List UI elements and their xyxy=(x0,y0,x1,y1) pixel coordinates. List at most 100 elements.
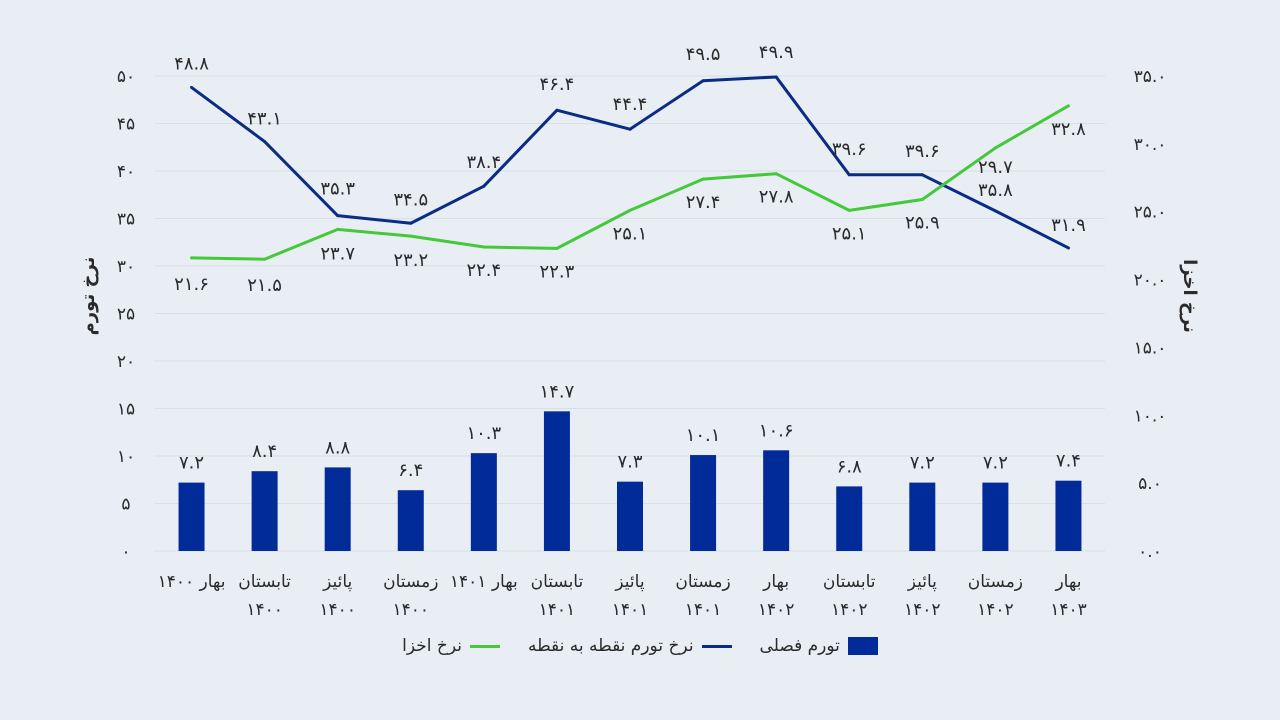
bar-data-label: ۱۰.۱ xyxy=(686,425,721,446)
line-point xyxy=(482,184,486,188)
right-tick-label: ۳۰.۰ xyxy=(1134,135,1167,155)
bar xyxy=(251,471,278,551)
category-label: ۱۴۰۰ xyxy=(393,600,430,620)
line-point xyxy=(920,173,924,177)
line-point xyxy=(336,214,340,218)
line-data-label: ۲۹.۷ xyxy=(978,157,1013,178)
line-point xyxy=(774,172,778,176)
line-point xyxy=(993,146,997,150)
line-point xyxy=(409,221,413,225)
category-label: زمستان xyxy=(383,572,438,592)
bar xyxy=(397,490,424,551)
line-point xyxy=(701,79,705,83)
legend-label-green: نرخ اخزا xyxy=(402,636,462,656)
bar xyxy=(543,411,570,551)
line-data-label: ۴۳.۱ xyxy=(247,109,282,130)
line-point xyxy=(628,208,632,212)
category-label: ۱۴۰۲ xyxy=(758,600,795,620)
line-point xyxy=(409,234,413,238)
bar xyxy=(982,482,1009,551)
category-label: پائیز xyxy=(322,572,352,592)
left-tick-label: ۴۵ xyxy=(117,115,135,135)
line-point xyxy=(1066,104,1070,108)
line-data-label: ۲۱.۶ xyxy=(174,274,209,295)
line-data-label: ۳۵.۳ xyxy=(320,179,355,200)
line-data-label: ۳۹.۶ xyxy=(905,141,940,162)
legend-swatch-bar xyxy=(847,637,878,655)
bar-data-label: ۷.۳ xyxy=(617,452,642,473)
bar xyxy=(836,486,863,551)
category-label: ۱۴۰۱ xyxy=(685,600,722,620)
category-label: پائیز xyxy=(907,572,937,592)
bar-data-label: ۱۰.۶ xyxy=(759,420,794,441)
left-tick-label: ۳۵ xyxy=(117,210,135,230)
right-tick-label: ۱۰.۰ xyxy=(1134,406,1167,426)
bar-data-label: ۶.۸ xyxy=(837,456,862,477)
line-data-label: ۲۲.۴ xyxy=(466,260,501,281)
line-point xyxy=(555,246,559,250)
left-axis-title: نرخ تورم xyxy=(78,257,99,336)
category-label: ۱۴۰۱ xyxy=(612,600,649,620)
category-label: تابستان xyxy=(238,572,291,592)
left-tick-label: ۱۵ xyxy=(117,400,135,420)
line-point xyxy=(847,173,851,177)
right-tick-label: ۳۵.۰ xyxy=(1134,67,1167,87)
right-tick-label: ۲۵.۰ xyxy=(1134,203,1167,223)
line-point xyxy=(482,245,486,249)
right-tick-label: ۵.۰ xyxy=(1138,474,1162,494)
left-tick-label: ۵۰ xyxy=(117,67,135,87)
bar xyxy=(909,482,936,551)
bar xyxy=(470,453,497,551)
bar xyxy=(324,467,351,551)
bar xyxy=(763,450,790,551)
bar-data-label: ۷.۲ xyxy=(910,453,935,474)
left-tick-label: ۲۰ xyxy=(117,352,135,372)
category-label: زمستان xyxy=(675,572,730,592)
bar xyxy=(617,481,643,551)
line-data-label: ۲۷.۸ xyxy=(759,187,794,208)
legend-swatch-p2p xyxy=(701,644,732,648)
legend-item-p2p: نرخ تورم نقطه به نقطه xyxy=(528,636,732,656)
line-data-label: ۳۹.۶ xyxy=(832,139,867,160)
right-tick-label: ۰.۰ xyxy=(1138,542,1162,562)
legend-label-p2p: نرخ تورم نقطه به نقطه xyxy=(527,636,694,656)
line-data-label: ۲۳.۲ xyxy=(393,250,428,271)
category-label: پائیز xyxy=(614,572,644,592)
line-data-label: ۳۴.۵ xyxy=(393,189,428,210)
bar xyxy=(690,455,717,551)
line-data-label: ۳۱.۹ xyxy=(1051,215,1086,236)
bar xyxy=(1055,480,1082,551)
line-point xyxy=(774,75,778,79)
line-data-label: ۲۵.۱ xyxy=(832,223,867,244)
line-data-label: ۳۲.۸ xyxy=(1051,119,1086,140)
line-point xyxy=(263,257,267,261)
category-label: بهار xyxy=(1054,572,1081,592)
right-tick-label: ۱۵.۰ xyxy=(1134,338,1167,358)
category-label: بهار xyxy=(762,572,789,592)
left-tick-label: ۲۵ xyxy=(117,305,135,325)
line-point xyxy=(190,256,194,260)
category-label: ۱۴۰۲ xyxy=(904,600,941,620)
line-data-label: ۲۷.۴ xyxy=(686,192,721,213)
legend: تورم فصلی نرخ تورم نقطه به نقطه نرخ اخزا xyxy=(0,636,1280,656)
category-label: ۱۴۰۲ xyxy=(831,600,868,620)
line-data-label: ۴۴.۴ xyxy=(613,94,648,115)
line-point xyxy=(336,227,340,231)
line-data-label: ۲۲.۳ xyxy=(540,261,575,282)
category-label: زمستان xyxy=(968,572,1023,592)
bar-data-label: ۱۰.۳ xyxy=(466,423,501,444)
bar xyxy=(178,482,205,551)
line-point xyxy=(701,177,705,181)
category-label: ۱۴۰۰ بهار xyxy=(158,572,226,592)
bar-data-label: ۶.۴ xyxy=(398,460,423,481)
line-data-label: ۳۵.۸ xyxy=(978,180,1013,201)
bar-data-label: ۱۴.۷ xyxy=(540,381,575,402)
category-label: ۱۴۰۱ بهار xyxy=(450,572,518,592)
line-data-label: ۳۸.۴ xyxy=(466,152,501,173)
line-point xyxy=(263,140,267,144)
line-data-label: ۲۳.۷ xyxy=(320,243,355,264)
right-axis-title: نرخ اخزا xyxy=(1179,259,1200,333)
category-label: تابستان xyxy=(823,572,876,592)
bar-data-label: ۸.۴ xyxy=(252,441,277,462)
left-tick-label: ۴۰ xyxy=(117,162,135,182)
